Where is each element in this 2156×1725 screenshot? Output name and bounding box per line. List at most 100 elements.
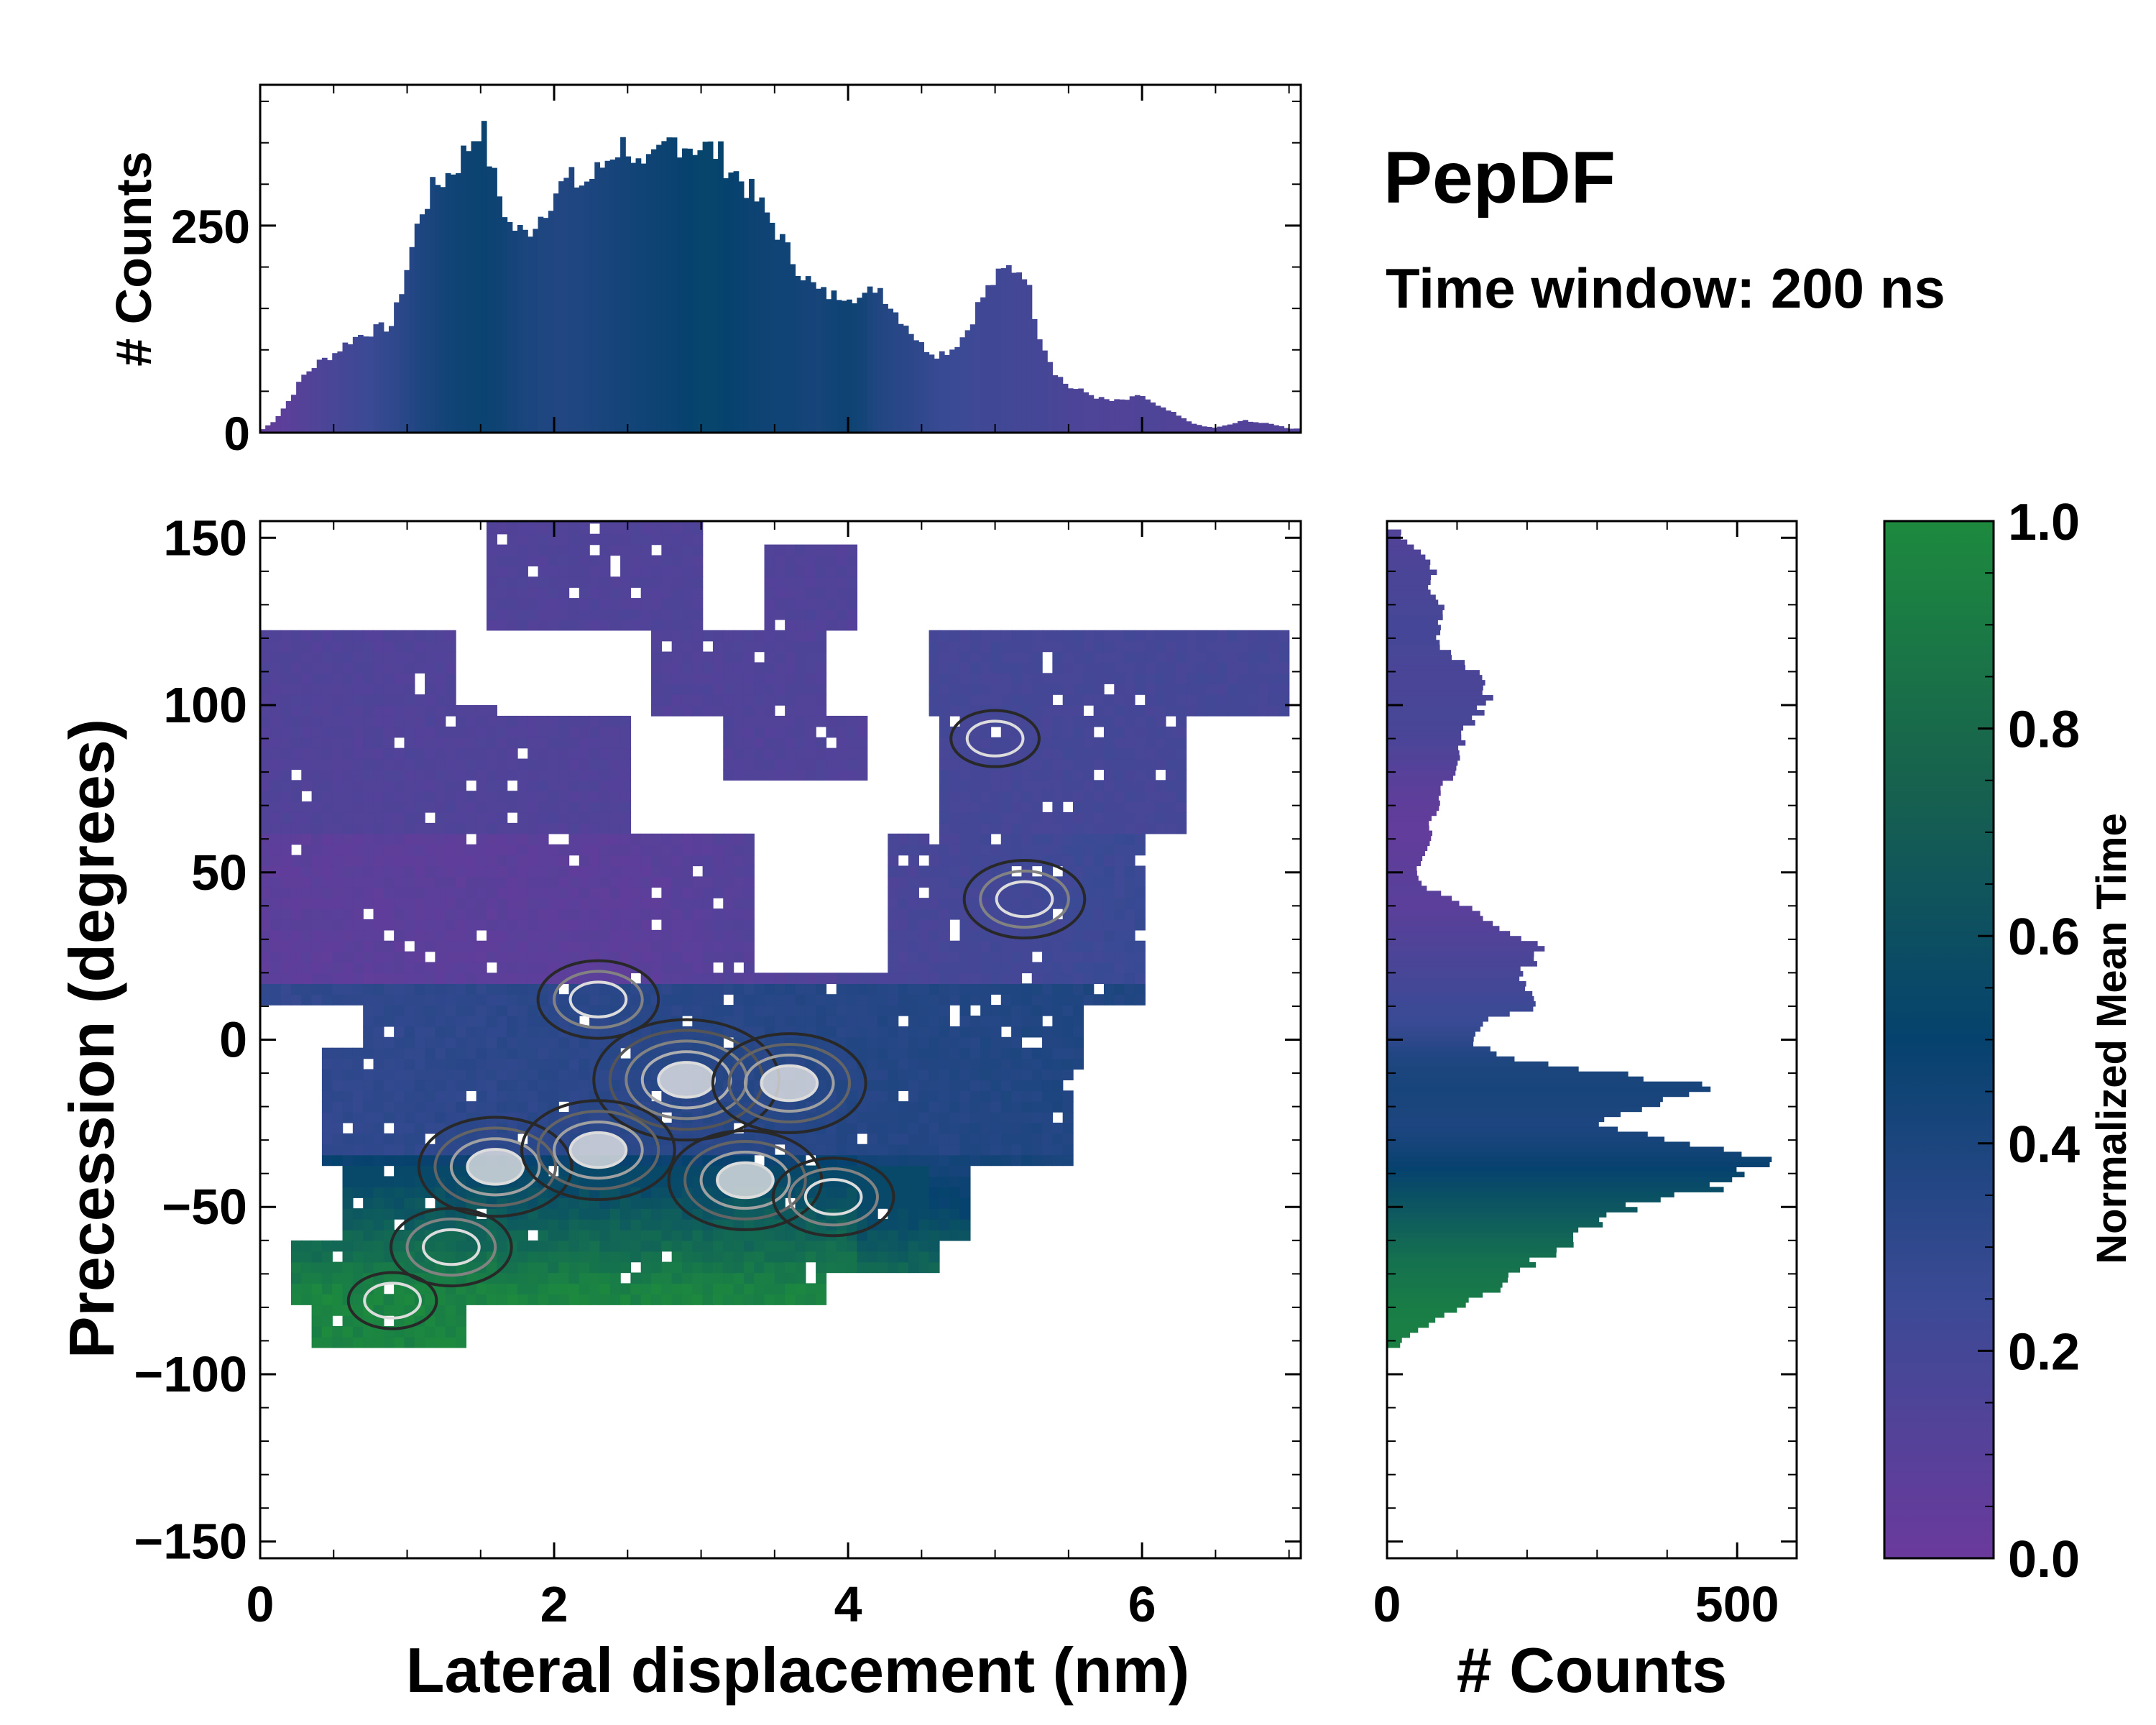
heatmap-cell bbox=[321, 1122, 333, 1134]
heatmap-cell bbox=[373, 951, 384, 963]
heatmap-cell bbox=[352, 1229, 364, 1241]
heatmap-cell bbox=[620, 865, 632, 878]
heatmap-cell bbox=[640, 1272, 652, 1284]
heatmap-cell bbox=[836, 726, 847, 738]
heatmap-cell bbox=[373, 898, 384, 909]
heatmap-cell bbox=[774, 1283, 786, 1294]
heatmap-cell bbox=[301, 951, 313, 963]
heatmap-cell bbox=[1052, 844, 1064, 856]
heatmap-cell bbox=[435, 640, 446, 653]
heatmap-cell bbox=[1155, 748, 1166, 760]
heatmap-cell bbox=[589, 844, 601, 856]
heatmap-cell bbox=[414, 1015, 425, 1027]
heatmap-cell bbox=[826, 748, 837, 760]
heatmap-cell bbox=[651, 1101, 663, 1113]
heatmap-cell bbox=[939, 1208, 950, 1220]
heatmap-cell bbox=[764, 598, 775, 610]
heatmap-cell bbox=[929, 1122, 940, 1134]
top-histogram-bar bbox=[1067, 388, 1074, 433]
heatmap-cell bbox=[425, 715, 436, 727]
heatmap-cell bbox=[702, 983, 714, 995]
heatmap-cell bbox=[260, 715, 272, 727]
heatmap-cell bbox=[671, 1229, 683, 1241]
heatmap-cell bbox=[939, 940, 950, 952]
heatmap-cell bbox=[1072, 833, 1084, 845]
heatmap-cell bbox=[363, 983, 374, 995]
heatmap-cell bbox=[1134, 983, 1146, 995]
heatmap-cell bbox=[1114, 865, 1125, 878]
heatmap-cell bbox=[877, 1112, 888, 1123]
heatmap-cell bbox=[1083, 791, 1095, 802]
heatmap-cell bbox=[517, 1026, 528, 1038]
heatmap-cell bbox=[681, 833, 693, 845]
heatmap-cell bbox=[435, 1047, 446, 1059]
heatmap-cell bbox=[1093, 662, 1105, 674]
heatmap-cell bbox=[425, 822, 436, 834]
heatmap-cell bbox=[620, 715, 632, 727]
heatmap-cell bbox=[743, 1229, 755, 1241]
heatmap-cell bbox=[723, 1261, 734, 1274]
heatmap-cell bbox=[609, 523, 621, 535]
heatmap-cell bbox=[414, 640, 425, 653]
heatmap-cell bbox=[507, 994, 518, 1006]
heatmap-cell bbox=[486, 844, 497, 856]
heatmap-cell bbox=[898, 1133, 909, 1145]
heatmap-cell bbox=[528, 929, 539, 942]
heatmap-cell bbox=[394, 1058, 405, 1070]
heatmap-cell bbox=[733, 855, 745, 867]
heatmap-cell bbox=[1021, 898, 1033, 909]
heatmap-cell bbox=[394, 908, 405, 920]
heatmap-cell bbox=[507, 748, 518, 760]
heatmap-cell bbox=[599, 811, 611, 824]
heatmap-cell bbox=[332, 898, 344, 909]
heatmap-cell bbox=[497, 1036, 508, 1049]
heatmap-cell bbox=[321, 929, 333, 942]
heatmap-cell bbox=[476, 1047, 487, 1059]
heatmap-cell bbox=[538, 566, 549, 577]
heatmap-cell bbox=[528, 972, 539, 984]
heatmap-cell bbox=[589, 619, 601, 631]
heatmap-cell bbox=[980, 833, 992, 845]
heatmap-cell bbox=[702, 705, 714, 717]
heatmap-cell bbox=[579, 1251, 590, 1263]
heatmap-cell bbox=[528, 908, 539, 920]
heatmap-cell bbox=[373, 1305, 384, 1316]
heatmap-cell bbox=[373, 1218, 384, 1230]
heatmap-cell bbox=[373, 865, 384, 878]
top-histogram-bar bbox=[723, 178, 729, 433]
heatmap-cell bbox=[321, 705, 333, 717]
heatmap-cell bbox=[630, 994, 642, 1006]
heatmap-cell bbox=[1000, 940, 1012, 952]
heatmap-cell bbox=[620, 544, 632, 556]
heatmap-cell bbox=[445, 1036, 456, 1049]
heatmap-cell bbox=[785, 972, 796, 984]
heatmap-cell bbox=[507, 544, 518, 556]
heatmap-cell bbox=[579, 598, 590, 610]
heatmap-cell bbox=[290, 887, 302, 898]
heatmap-cell bbox=[321, 1305, 333, 1316]
top-histogram-bar bbox=[280, 408, 287, 433]
heatmap-cell bbox=[466, 994, 477, 1006]
heatmap-cell bbox=[939, 962, 950, 974]
heatmap-cell bbox=[671, 544, 683, 556]
heatmap-cell bbox=[579, 1294, 590, 1305]
heatmap-cell bbox=[414, 1047, 425, 1059]
heatmap-cell bbox=[774, 1005, 786, 1016]
heatmap-cell bbox=[404, 1154, 415, 1167]
heatmap-cell bbox=[373, 811, 384, 824]
heatmap-cell bbox=[990, 1101, 1002, 1113]
heatmap-cell bbox=[260, 769, 272, 781]
heatmap-cell bbox=[517, 619, 528, 631]
heatmap-cell bbox=[888, 1261, 899, 1274]
heatmap-cell bbox=[456, 1026, 467, 1038]
heatmap-cell bbox=[1134, 811, 1146, 824]
heatmap-cell bbox=[785, 608, 796, 620]
heatmap-cell bbox=[990, 1080, 1002, 1091]
heatmap-cell bbox=[867, 994, 878, 1006]
heatmap-cell bbox=[414, 1080, 425, 1091]
heatmap-cell bbox=[445, 769, 456, 781]
heatmap-cell bbox=[949, 855, 961, 867]
heatmap-cell bbox=[877, 1240, 888, 1252]
heatmap-cell bbox=[867, 972, 878, 984]
heatmap-cell bbox=[702, 651, 714, 663]
